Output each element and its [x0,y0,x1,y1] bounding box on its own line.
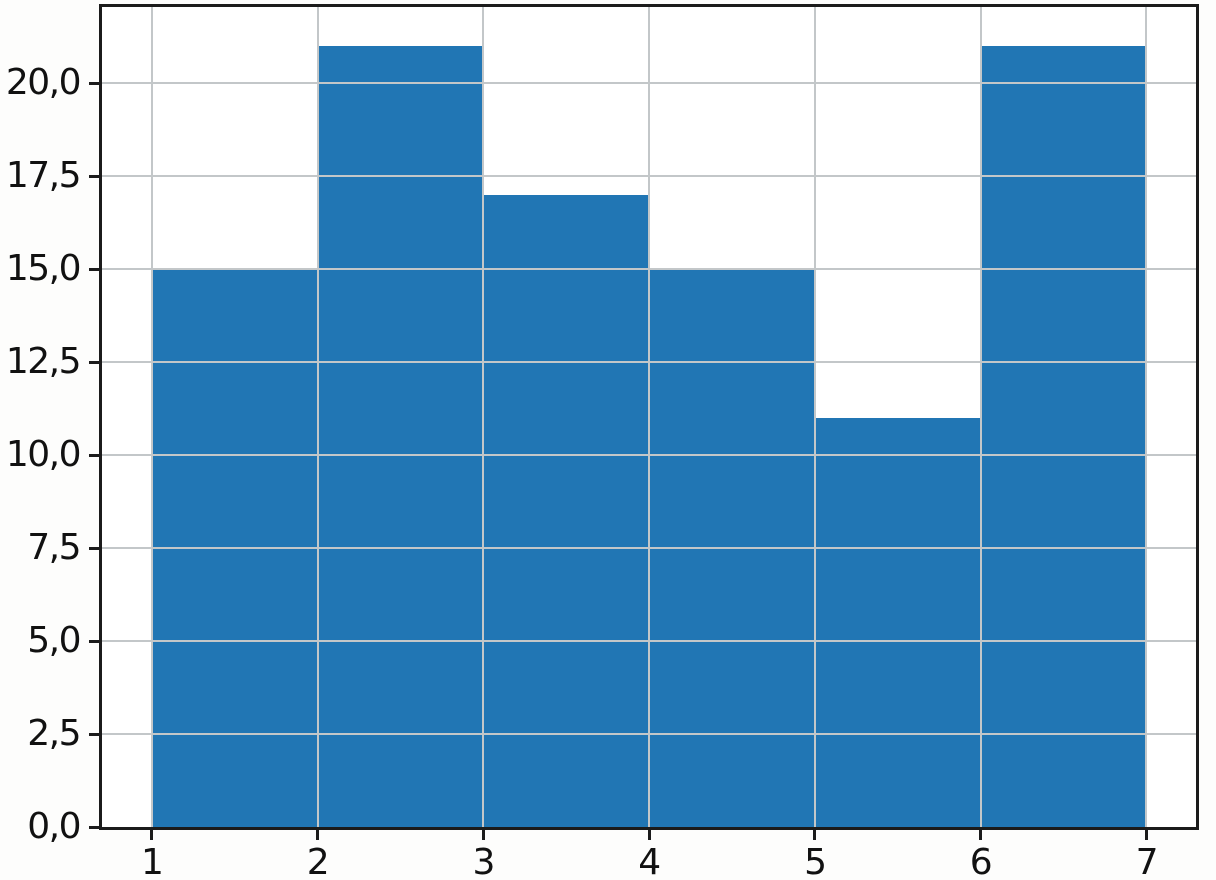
y-tick-label: 0,0 [27,806,81,847]
x-gridline [1145,7,1148,827]
y-tick-label: 17,5 [5,155,82,197]
x-gridline [482,7,485,827]
y-tick-label: 5,0 [27,620,81,662]
x-tick-label: 4 [638,842,661,880]
y-tick-mark [89,825,102,829]
x-tick-label: 5 [804,842,827,880]
y-tick-mark [89,639,102,643]
x-tick-label: 3 [472,842,495,880]
x-gridline [316,7,319,827]
x-gridline [979,7,982,827]
x-tick-mark [979,827,982,840]
x-gridline [813,7,816,827]
y-tick-mark [89,732,102,736]
histogram-bar [980,46,1147,827]
y-tick-label: 12,5 [5,341,82,383]
histogram-bar [814,417,981,827]
histogram-bar [317,46,484,827]
x-tick-mark [481,827,485,840]
x-tick-label: 1 [140,842,164,880]
x-tick-mark [316,827,319,840]
x-gridline [150,7,153,827]
y-tick-mark [89,267,102,271]
x-tick-mark [647,827,651,840]
y-tick-mark [89,546,102,550]
x-tick-label: 7 [1135,842,1159,880]
y-tick-label: 7,5 [27,527,81,569]
y-tick-mark [89,360,102,364]
x-tick-mark [150,827,154,840]
y-tick-mark [89,81,102,85]
y-tick-label: 15,0 [5,248,82,290]
x-tick-mark [1144,827,1148,840]
y-tick-mark [89,174,102,178]
y-tick-mark [89,453,102,457]
histogram-bar [483,194,649,827]
y-tick-label: 10,0 [5,434,82,476]
x-tick-label: 6 [969,842,993,880]
x-tick-label: 2 [306,842,330,880]
x-gridline [648,7,650,827]
x-tick-mark [813,827,817,840]
y-tick-label: 2,5 [27,713,81,754]
y-tick-label: 20,0 [5,62,82,104]
plot-area [102,7,1196,827]
